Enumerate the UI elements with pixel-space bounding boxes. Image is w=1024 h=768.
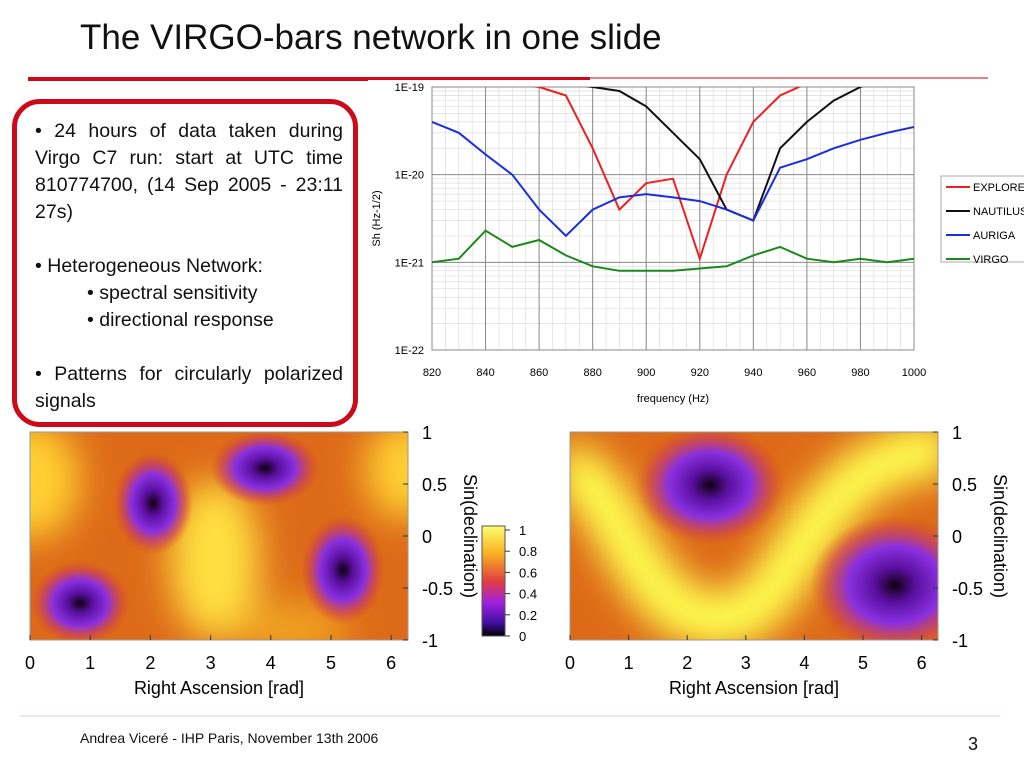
x-tick-label: 3 — [206, 653, 216, 673]
bullet: • Patterns for circularly polarized sign… — [35, 361, 343, 415]
legend-box — [940, 175, 1024, 263]
x-tick-label: 2 — [145, 653, 155, 673]
y-tick-label: 1 — [422, 423, 432, 443]
x-tick-label: 5 — [858, 653, 868, 673]
y-tick-label: -0.5 — [422, 579, 453, 599]
x-tick-label: 980 — [851, 367, 869, 379]
y-tick-label: 0 — [952, 527, 962, 547]
y-tick-label: -0.5 — [952, 579, 983, 599]
series-group — [432, 87, 914, 272]
colorbar — [481, 525, 506, 637]
y-axis-label: Sin(declination) — [990, 474, 1010, 598]
x-tick-label: 920 — [691, 367, 709, 379]
x-tick-label: 860 — [530, 367, 548, 379]
x-tick-label: 900 — [637, 367, 655, 379]
colorbar-label: 0.2 — [519, 608, 537, 623]
legend-label: NAUTILUS — [973, 206, 1024, 218]
bullet-text: Heterogeneous Network: — [47, 255, 263, 277]
bullet-list: • 24 hours of data taken during Virgo C7… — [35, 118, 343, 442]
x-axis-label: Right Ascension [rad] — [134, 678, 304, 698]
x-tick-label: 0 — [25, 653, 35, 673]
x-axis-label: Right Ascension [rad] — [669, 678, 839, 698]
y-tick-label: 1E-19 — [395, 82, 424, 94]
y-tick-label: 1 — [952, 423, 962, 443]
sky-map-1 — [30, 432, 408, 640]
bullet-frame — [12, 99, 358, 427]
x-tick-label: 940 — [744, 367, 762, 379]
sky-map-2 — [570, 432, 938, 640]
x-tick-label: 6 — [386, 653, 396, 673]
x-tick-label: 1 — [624, 653, 634, 673]
x-tick-label: 1 — [85, 653, 95, 673]
colorbar-label: 0 — [519, 629, 526, 644]
bullet-dot: • — [35, 120, 55, 142]
sub-bullet: • spectral sensitivity — [35, 280, 343, 307]
colorbar-label: 1 — [519, 523, 526, 538]
x-axis-label: frequency (Hz) — [637, 393, 709, 405]
page-number: 3 — [968, 734, 979, 754]
series-line — [531, 87, 802, 262]
x-tick-label: 2 — [682, 653, 692, 673]
bullet-dot: • — [87, 309, 100, 331]
x-tick-label: 0 — [565, 653, 575, 673]
x-tick-label: 4 — [799, 653, 809, 673]
bullet: • 24 hours of data taken during Virgo C7… — [35, 118, 343, 226]
x-tick-label: 960 — [798, 367, 816, 379]
y-tick-label: 0.5 — [422, 475, 447, 495]
footer-text: Andrea Viceré - IHP Paris, November 13th… — [80, 730, 379, 746]
colorbar-label: 0.8 — [519, 544, 537, 559]
series-line — [432, 120, 914, 238]
x-tick-label: 840 — [476, 367, 494, 379]
slide-title: The VIRGO-bars network in one slide — [80, 18, 662, 57]
y-axis-label: Sin(declination) — [460, 474, 480, 598]
series-line — [432, 229, 914, 272]
bullet-text: 24 hours of data taken during Virgo C7 r… — [35, 120, 343, 223]
y-tick-label: 0 — [422, 527, 432, 547]
x-tick-label: 5 — [326, 653, 336, 673]
x-tick-label: 4 — [266, 653, 276, 673]
series-line — [585, 87, 864, 222]
x-tick-label: 1000 — [902, 367, 926, 379]
sub-bullet-text: spectral sensitivity — [99, 282, 258, 304]
y-tick-label: 1E-20 — [395, 170, 424, 182]
colorbar-label: 0.6 — [519, 565, 537, 580]
legend-label: EXPLORER — [973, 182, 1024, 194]
x-tick-label: 3 — [741, 653, 751, 673]
y-tick-label: -1 — [422, 631, 438, 651]
sub-bullet: • directional response — [35, 307, 343, 334]
bullet-dot: • — [87, 282, 100, 304]
x-tick-label: 820 — [423, 367, 441, 379]
x-tick-label: 880 — [583, 367, 601, 379]
bullet-dot: • — [35, 363, 55, 385]
y-tick-label: 0.5 — [952, 475, 977, 495]
colorbar-label: 0.4 — [519, 587, 537, 602]
y-tick-label: 1E-22 — [395, 345, 424, 357]
legend-label: VIRGO — [973, 254, 1009, 266]
y-tick-label: 1E-21 — [395, 257, 424, 269]
bullet: • Heterogeneous Network: • spectral sensi… — [35, 253, 343, 334]
bullet-dot: • — [35, 255, 48, 277]
y-tick-label: -1 — [952, 631, 968, 651]
legend-label: AURIGA — [973, 230, 1016, 242]
sub-bullet-text: directional response — [99, 309, 274, 331]
bullet-text: Patterns for circularly polarized signal… — [35, 363, 343, 412]
y-axis-label: Sh (Hz-1/2) — [371, 190, 383, 246]
x-tick-label: 6 — [917, 653, 927, 673]
